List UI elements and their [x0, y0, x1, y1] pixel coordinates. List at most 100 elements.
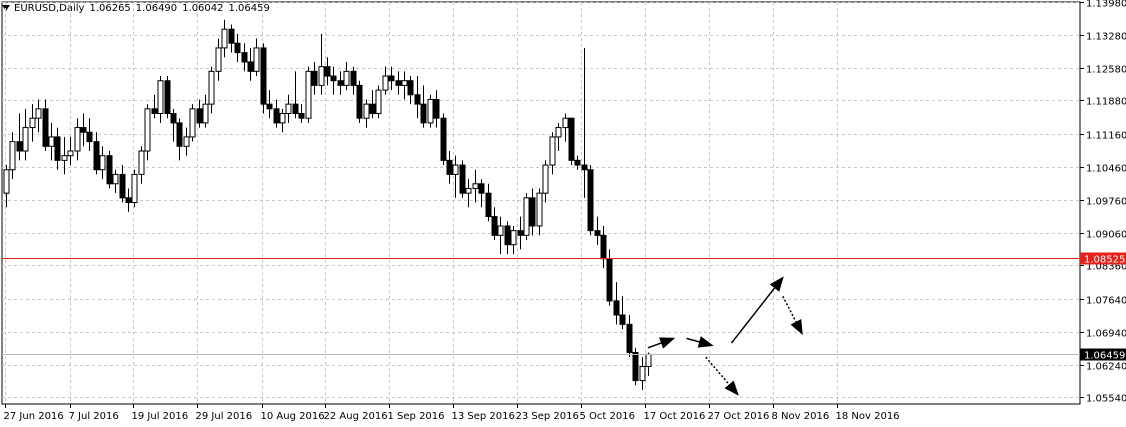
forecast-arrow-dotted — [705, 356, 739, 396]
x-tick-label: 27 Jun 2016 — [4, 411, 64, 422]
symbol-timeframe: EURUSD,Daily — [14, 3, 85, 14]
candle-body — [529, 197, 536, 227]
y-tick-label: 1.05540 — [1086, 394, 1126, 405]
y-tick-label: 1.11160 — [1086, 131, 1126, 142]
candle-body — [9, 141, 16, 171]
bid-price-label: 1.06459 — [1084, 351, 1125, 362]
candle-body — [626, 323, 633, 353]
x-tick-label: 19 Jul 2016 — [132, 411, 189, 422]
level-price-tag — [1080, 252, 1126, 265]
candle-body — [86, 131, 93, 143]
candle-body — [16, 141, 23, 152]
candle-body — [80, 127, 87, 133]
candle-body — [465, 187, 472, 194]
candle-body — [581, 164, 588, 171]
candle-body — [106, 155, 113, 185]
candle-body — [29, 117, 36, 129]
candle-body — [395, 80, 402, 86]
bid-price-tag — [1080, 348, 1126, 361]
candle-body — [48, 136, 55, 147]
candle-body — [215, 47, 222, 72]
candle-body — [504, 225, 511, 246]
low-value: 1.06042 — [182, 3, 224, 14]
candle-body — [99, 155, 106, 171]
y-tick-label: 1.10460 — [1086, 164, 1126, 175]
candle-body — [93, 141, 100, 171]
candle-body — [318, 66, 325, 86]
candle-body — [536, 192, 543, 227]
x-tick-label: 27 Oct 2016 — [708, 411, 770, 422]
candle-body — [639, 366, 646, 382]
candle-body — [266, 103, 273, 110]
candle-body — [645, 353, 652, 368]
candle-body — [459, 164, 466, 194]
candle-body — [562, 117, 569, 129]
level-price-label: 1.08525 — [1084, 255, 1125, 266]
candle-body — [401, 80, 408, 86]
y-tick-label: 1.12580 — [1086, 65, 1126, 76]
candle-body — [407, 80, 414, 96]
candle-body — [587, 169, 594, 232]
candle-body — [433, 98, 440, 119]
candle-body — [491, 216, 498, 236]
candle-body — [164, 80, 171, 115]
candle-body — [311, 70, 318, 86]
candle-body — [356, 84, 363, 119]
candle-body — [170, 113, 177, 124]
candle-body — [74, 127, 81, 152]
candle-body — [138, 150, 145, 175]
forecast-arrow — [730, 276, 784, 344]
candle-body — [247, 61, 254, 72]
y-tick-label: 1.09760 — [1086, 197, 1126, 208]
candle-body — [350, 70, 357, 86]
candle-body — [119, 173, 126, 199]
candle-body — [330, 75, 337, 82]
candle-body — [594, 230, 601, 236]
candle-body — [414, 94, 421, 105]
candle-body — [279, 113, 286, 124]
candle-body — [632, 351, 639, 382]
candle-body — [542, 164, 549, 194]
candle-body — [472, 183, 479, 189]
y-tick-label: 1.08360 — [1086, 262, 1126, 273]
y-tick-label: 1.13280 — [1086, 32, 1126, 43]
candle-body — [183, 136, 190, 147]
candle-body — [202, 103, 209, 124]
candle-body — [388, 75, 395, 82]
candle-body — [112, 173, 119, 185]
candle-body — [253, 47, 260, 72]
candle-body — [125, 197, 132, 204]
candle-body — [35, 108, 42, 119]
candle-body — [234, 42, 241, 54]
candle-body — [54, 136, 61, 161]
candle-body — [446, 159, 453, 175]
candle-body — [260, 47, 267, 105]
candle-body — [452, 164, 459, 175]
candle-body — [497, 225, 504, 236]
candle-body — [478, 183, 485, 194]
candle-body — [369, 103, 376, 115]
candle-body — [343, 70, 350, 86]
candle-body — [151, 108, 158, 115]
y-tick-label: 1.07640 — [1086, 296, 1126, 307]
x-tick-label: 17 Oct 2016 — [644, 411, 706, 422]
candle-body — [305, 70, 312, 119]
candle-body — [363, 103, 370, 119]
close-value: 1.06459 — [228, 3, 270, 14]
candle-body — [221, 28, 228, 49]
candle-body — [144, 108, 151, 152]
y-tick-label: 1.13980 — [1086, 0, 1126, 10]
x-tick-label: 18 Nov 2016 — [836, 411, 900, 422]
candle-body — [375, 89, 382, 115]
forecast-arrow — [686, 336, 714, 348]
x-tick-label: 13 Sep 2016 — [452, 411, 515, 422]
candle-body — [523, 197, 530, 236]
candle-body — [67, 150, 74, 157]
x-tick-label: 10 Aug 2016 — [261, 411, 325, 422]
candle-body — [337, 80, 344, 86]
candle-body — [427, 98, 434, 124]
plot-frame — [1, 1, 1081, 405]
candle-body — [517, 230, 524, 236]
candle-body — [549, 136, 556, 166]
